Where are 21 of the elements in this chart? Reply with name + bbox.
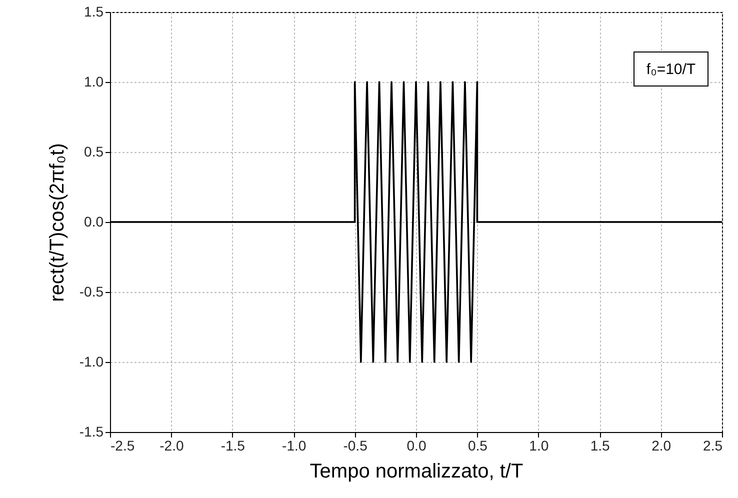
y-tick-label: -1.5: [79, 424, 104, 440]
x-axis-title: Tempo normalizzato, t/T: [310, 460, 524, 482]
x-tick-label: 2.5: [703, 438, 723, 454]
x-tick-label: 0.5: [468, 438, 488, 454]
y-tick-label: -1.0: [79, 354, 104, 370]
y-tick-label: 0.5: [84, 144, 104, 160]
x-tick-label: 0.0: [406, 438, 426, 454]
x-tick-label: -1.5: [220, 438, 246, 454]
x-tick-label: 1.5: [590, 438, 610, 454]
x-tick-label: 1.0: [529, 438, 549, 454]
x-tick-label: -0.5: [343, 438, 368, 454]
x-tick-label: 2.0: [652, 438, 672, 454]
y-tick-label: 0.0: [84, 214, 104, 230]
x-tick-label: -2.5: [110, 438, 135, 454]
x-tick-label: -1.0: [282, 438, 306, 454]
y-tick-label: -0.5: [79, 284, 104, 300]
y-axis-title: rect(t/T)cos(2πf₀t): [46, 143, 68, 302]
y-tick-label: 1.0: [84, 74, 104, 90]
annotation: f₀=10/T: [646, 61, 696, 78]
x-tick-label: -2.0: [160, 438, 184, 454]
y-tick-label: 1.5: [84, 4, 104, 20]
